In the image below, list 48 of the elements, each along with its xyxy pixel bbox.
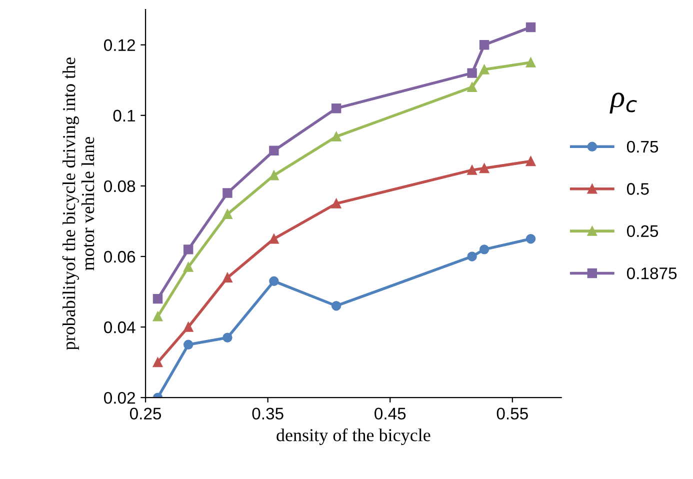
point [467, 252, 477, 262]
point [479, 40, 490, 50]
point [526, 58, 536, 68]
point [152, 357, 163, 368]
point [222, 188, 232, 198]
x-tick-label: 0.25 [130, 408, 162, 420]
y-tick-label: 0.12 [104, 39, 135, 52]
legend-label: 0.75 [626, 140, 658, 153]
y-axis-title: probabilityof the bicycle driving into the motor vehicle lane [62, 58, 94, 350]
y-tick-label: 0.06 [104, 250, 136, 263]
legend-label: 0.25 [626, 225, 658, 238]
point [467, 68, 477, 78]
point [183, 340, 194, 350]
point [222, 272, 232, 283]
x-axis-title: density of the bicycle [276, 428, 430, 445]
x-tick-label: 0.35 [252, 408, 284, 420]
point [222, 209, 232, 220]
point [331, 198, 342, 208]
legend-label: 0.1875 [626, 267, 677, 280]
point [152, 294, 163, 304]
point [331, 301, 342, 311]
point [269, 170, 279, 180]
point [467, 165, 477, 175]
point [331, 132, 342, 142]
point [152, 312, 163, 322]
legend-label: 0.5 [626, 183, 649, 195]
point [526, 234, 536, 244]
y-tick-label: 0.1 [113, 110, 135, 122]
point [331, 103, 342, 114]
point [479, 64, 490, 74]
point [183, 244, 194, 254]
legend-title: ρ$_{c}$ [610, 92, 637, 114]
y-tick-label: 0.08 [104, 180, 136, 192]
point [269, 276, 279, 286]
point [183, 322, 194, 332]
point [269, 234, 279, 244]
point [526, 156, 536, 166]
point [479, 244, 490, 254]
point [183, 262, 194, 272]
x-tick-label: 0.45 [374, 408, 406, 420]
point [467, 82, 477, 92]
point [479, 163, 490, 174]
point [269, 146, 279, 156]
point [222, 332, 232, 342]
point [526, 22, 536, 32]
y-tick-label: 0.02 [104, 392, 135, 404]
x-tick-label: 0.55 [496, 408, 528, 420]
y-tick-label: 0.04 [104, 321, 136, 334]
